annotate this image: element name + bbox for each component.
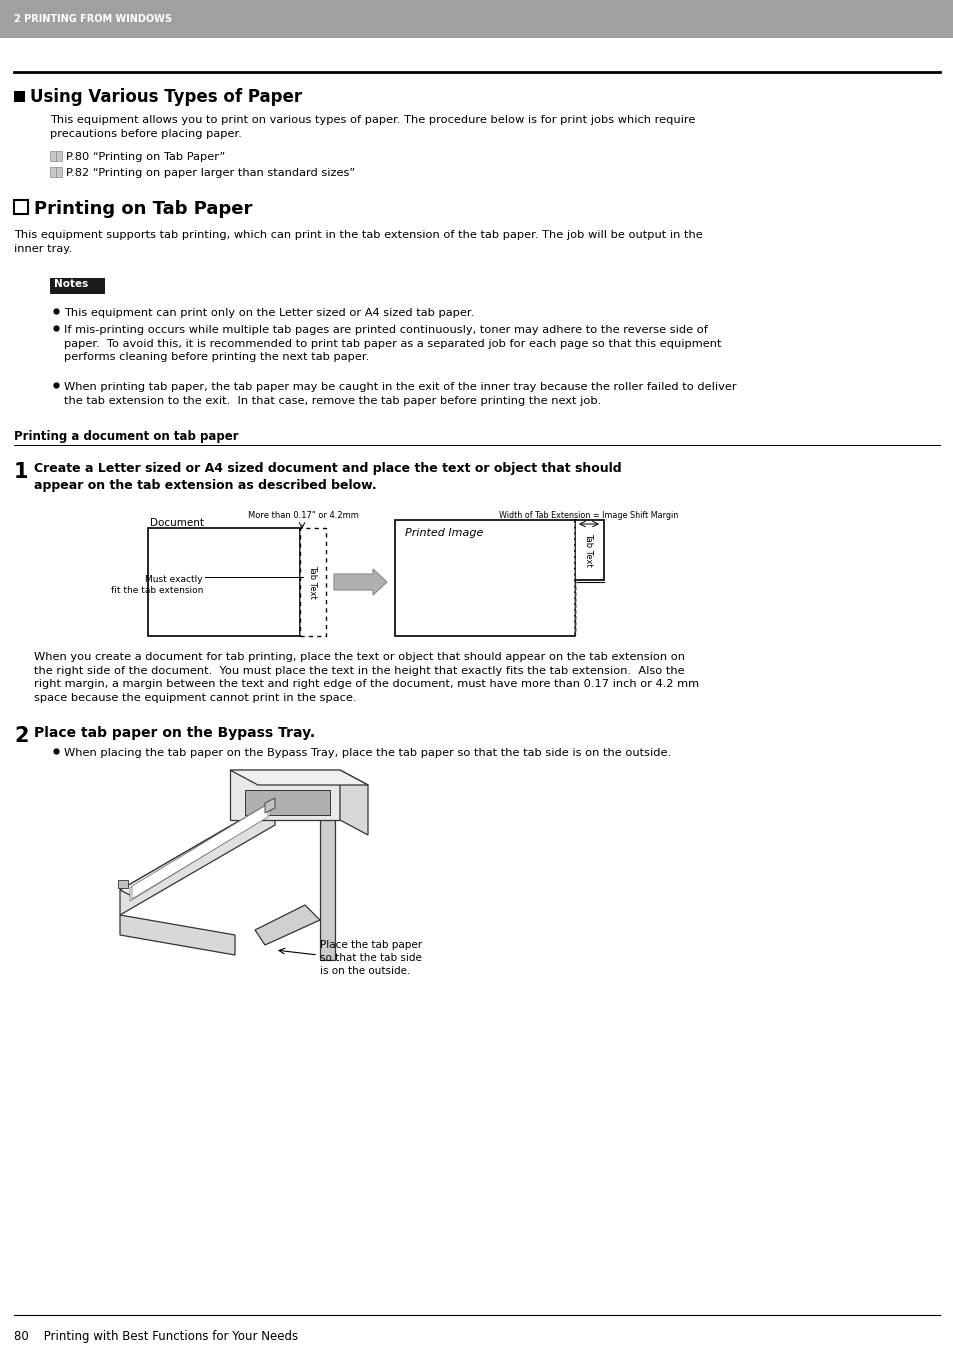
Polygon shape — [265, 798, 274, 813]
Polygon shape — [120, 800, 274, 915]
Text: Must exactly
fit the tab extension: Must exactly fit the tab extension — [111, 576, 203, 594]
Text: This equipment supports tab printing, which can print in the tab extension of th: This equipment supports tab printing, wh… — [14, 230, 702, 254]
Polygon shape — [319, 811, 335, 961]
Text: This equipment can print only on the Letter sized or A4 sized tab paper.: This equipment can print only on the Let… — [64, 308, 474, 317]
Text: Create a Letter sized or A4 sized document and place the text or object that sho: Create a Letter sized or A4 sized docume… — [34, 462, 621, 493]
Polygon shape — [120, 915, 234, 955]
Text: More than 0.17" or 4.2mm: More than 0.17" or 4.2mm — [247, 511, 358, 520]
Text: 1: 1 — [14, 462, 29, 482]
Bar — [50, 151, 62, 161]
Bar — [395, 520, 575, 636]
Bar — [14, 200, 28, 213]
Text: Tab Text: Tab Text — [308, 565, 317, 598]
Bar — [575, 520, 603, 580]
Bar — [50, 278, 105, 295]
Text: If mis-printing occurs while multiple tab pages are printed continuously, toner : If mis-printing occurs while multiple ta… — [64, 326, 720, 362]
Polygon shape — [132, 804, 268, 898]
Text: When placing the tab paper on the Bypass Tray, place the tab paper so that the t: When placing the tab paper on the Bypass… — [64, 748, 670, 758]
Polygon shape — [130, 802, 270, 901]
Bar — [14, 91, 25, 101]
Text: Place the tab paper
so that the tab side
is on the outside.: Place the tab paper so that the tab side… — [319, 940, 421, 977]
Bar — [299, 528, 326, 636]
Polygon shape — [230, 770, 339, 820]
Text: 2 PRINTING FROM WINDOWS: 2 PRINTING FROM WINDOWS — [14, 14, 172, 24]
Polygon shape — [120, 800, 285, 894]
Polygon shape — [118, 880, 128, 888]
Text: This equipment allows you to print on various types of paper. The procedure belo: This equipment allows you to print on va… — [50, 115, 695, 139]
Polygon shape — [245, 790, 330, 815]
Text: Printing a document on tab paper: Printing a document on tab paper — [14, 430, 238, 443]
Text: Notes: Notes — [54, 280, 89, 289]
Polygon shape — [230, 770, 368, 785]
Bar — [148, 528, 299, 636]
Polygon shape — [339, 770, 368, 835]
Text: 2: 2 — [14, 725, 29, 746]
FancyArrow shape — [334, 569, 387, 594]
Text: When printing tab paper, the tab paper may be caught in the exit of the inner tr: When printing tab paper, the tab paper m… — [64, 382, 736, 405]
Bar — [0, 0, 953, 38]
Text: Printing on Tab Paper: Printing on Tab Paper — [34, 200, 253, 218]
Text: 80    Printing with Best Functions for Your Needs: 80 Printing with Best Functions for Your… — [14, 1329, 297, 1343]
Text: Document: Document — [150, 517, 204, 528]
Text: Place tab paper on the Bypass Tray.: Place tab paper on the Bypass Tray. — [34, 725, 314, 740]
Text: Printed Image: Printed Image — [405, 528, 483, 538]
Text: Width of Tab Extension = Image Shift Margin: Width of Tab Extension = Image Shift Mar… — [498, 511, 678, 520]
Text: P.80 “Printing on Tab Paper”: P.80 “Printing on Tab Paper” — [66, 153, 225, 162]
Bar — [50, 168, 62, 177]
Text: Using Various Types of Paper: Using Various Types of Paper — [30, 88, 302, 105]
Text: When you create a document for tab printing, place the text or object that shoul: When you create a document for tab print… — [34, 653, 699, 703]
Text: Tab Text: Tab Text — [584, 534, 593, 567]
Polygon shape — [254, 905, 319, 944]
Text: P.82 “Printing on paper larger than standard sizes”: P.82 “Printing on paper larger than stan… — [66, 168, 355, 178]
